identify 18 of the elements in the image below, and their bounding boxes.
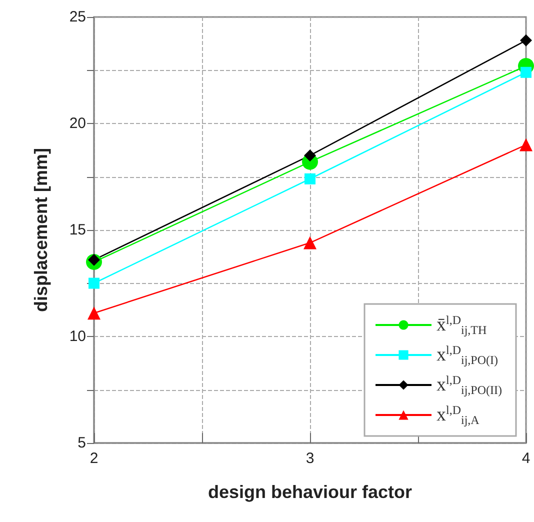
point — [88, 306, 100, 320]
point — [304, 173, 316, 184]
y-tick-label: 20 — [69, 115, 86, 132]
y-tick-label: 10 — [69, 328, 86, 345]
x-tick-label: 2 — [90, 450, 98, 467]
point — [520, 34, 532, 46]
y-axis-title: displacement [mm] — [31, 148, 51, 312]
point — [304, 149, 316, 162]
point — [520, 66, 532, 78]
y-tick-label: 25 — [69, 8, 86, 26]
x-tick-label: 4 — [522, 450, 530, 467]
point — [88, 278, 100, 289]
x-tick-label: 3 — [306, 450, 314, 467]
point — [520, 138, 532, 152]
y-tick-label: 15 — [69, 222, 86, 238]
point — [304, 236, 316, 250]
y-tick-label: 5 — [78, 434, 86, 452]
x-axis-title: design behaviour factor — [208, 482, 412, 502]
